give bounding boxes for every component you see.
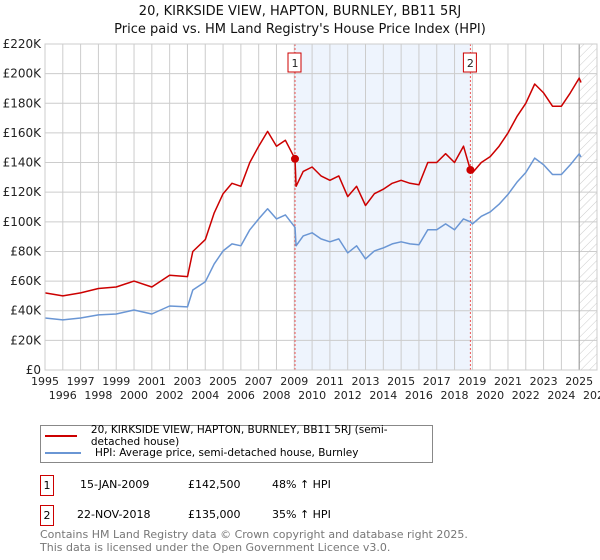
y-tick-label: £40K [10, 304, 42, 318]
y-tick-label: £80K [10, 244, 42, 258]
footer-line-2: This data is licensed under the Open Gov… [40, 541, 391, 554]
sale-marker-box [462, 52, 477, 73]
sale-point [466, 165, 475, 174]
transaction-hpi: 48% ↑ HPI [272, 478, 331, 491]
transaction-badge: 2 [40, 505, 54, 526]
x-tick-label: 2025 [565, 375, 593, 388]
x-tick-label: 2008 [262, 389, 290, 402]
x-tick-label: 2010 [298, 389, 326, 402]
transaction-row: 1 15-JAN-2009 £142,500 48% ↑ HPI [40, 475, 600, 496]
x-tick-label: 2022 [512, 389, 540, 402]
y-tick-label: £60K [10, 274, 42, 288]
legend-swatch-blue [45, 452, 81, 454]
x-tick-label: 2021 [494, 375, 522, 388]
sale-point [291, 154, 300, 163]
x-tick-label: 2003 [173, 375, 201, 388]
x-tick-label: 2009 [280, 375, 308, 388]
y-tick-label: £20K [10, 333, 42, 347]
y-tick-label: £200K [3, 67, 43, 81]
x-tick-label: 2000 [120, 389, 148, 402]
property-series-line [44, 77, 582, 297]
transaction-hpi: 35% ↑ HPI [272, 508, 331, 521]
x-tick-label: 2015 [387, 375, 415, 388]
x-tick-label: 2017 [423, 375, 451, 388]
transaction-date: 15-JAN-2009 [80, 478, 150, 491]
x-tick-label: 2002 [156, 389, 184, 402]
y-tick-label: £140K [3, 156, 43, 170]
x-tick-label: 2023 [530, 375, 558, 388]
legend-label-property: 20, KIRKSIDE VIEW, HAPTON, BURNLEY, BB11… [90, 424, 388, 448]
y-tick-label: £220K [3, 37, 43, 51]
x-tick-label: 2004 [191, 389, 219, 402]
y-tick-label: £180K [3, 96, 43, 110]
x-tick-label: 2006 [227, 389, 255, 402]
y-tick-label: £160K [3, 126, 43, 140]
x-tick-label: 2020 [476, 389, 504, 402]
hpi-series-line [44, 153, 582, 321]
legend-item-hpi: HPI: Average price, semi-detached house,… [41, 445, 358, 461]
sale-marker-box [287, 52, 302, 73]
x-tick-label: 1996 [49, 389, 77, 402]
x-tick-label: 1998 [84, 389, 112, 402]
x-tick-label: 2018 [441, 389, 469, 402]
x-tick-label: 2014 [369, 389, 397, 402]
x-tick-label: 2011 [316, 375, 344, 388]
footer: Contains HM Land Registry data © Crown c… [40, 528, 468, 554]
x-tick-label: 2013 [352, 375, 380, 388]
x-tick-label: 1999 [102, 375, 130, 388]
x-tick-label: 2026 [583, 389, 600, 402]
transaction-badge: 1 [40, 475, 54, 496]
y-tick-label: £120K [3, 185, 43, 199]
plot-border [44, 43, 598, 371]
legend: 20, KIRKSIDE VIEW, HAPTON, BURNLEY, BB11… [40, 424, 433, 463]
x-tick-label: 2007 [245, 375, 273, 388]
transaction-price: £142,500 [188, 478, 241, 491]
x-tick-label: 2005 [209, 375, 237, 388]
transaction-row: 2 22-NOV-2018 £135,000 35% ↑ HPI [40, 505, 600, 526]
x-tick-label: 2024 [547, 389, 575, 402]
transaction-price: £135,000 [188, 508, 241, 521]
sale-period-shading [295, 44, 471, 370]
x-tick-label: 2016 [405, 389, 433, 402]
legend-item-property: 20, KIRKSIDE VIEW, HAPTON, BURNLEY, BB11… [41, 424, 432, 448]
sale-marker-label: 1 [292, 57, 299, 70]
x-tick-label: 2012 [334, 389, 362, 402]
chart-title: 20, KIRKSIDE VIEW, HAPTON, BURNLEY, BB11… [138, 4, 462, 19]
transaction-date: 22-NOV-2018 [77, 508, 151, 521]
y-tick-label: £0 [26, 363, 41, 377]
y-tick-label: £100K [3, 215, 43, 229]
footer-line-1: Contains HM Land Registry data © Crown c… [40, 528, 468, 541]
price-chart: £0 £20K £40K £60K £80K £100K £120K £140K £160K £1… [3, 37, 600, 402]
x-tick-label: 2001 [138, 375, 166, 388]
x-tick-label: 1995 [31, 375, 59, 388]
legend-label-hpi: HPI: Average price, semi-detached house,… [95, 447, 359, 459]
x-tick-label: 2019 [458, 375, 486, 388]
sale-marker-label: 2 [467, 57, 474, 70]
forecast-hatch [579, 44, 597, 370]
x-tick-label: 1997 [67, 375, 95, 388]
legend-swatch-red [45, 435, 77, 437]
chart-subtitle: Price paid vs. HM Land Registry's House … [114, 22, 486, 37]
